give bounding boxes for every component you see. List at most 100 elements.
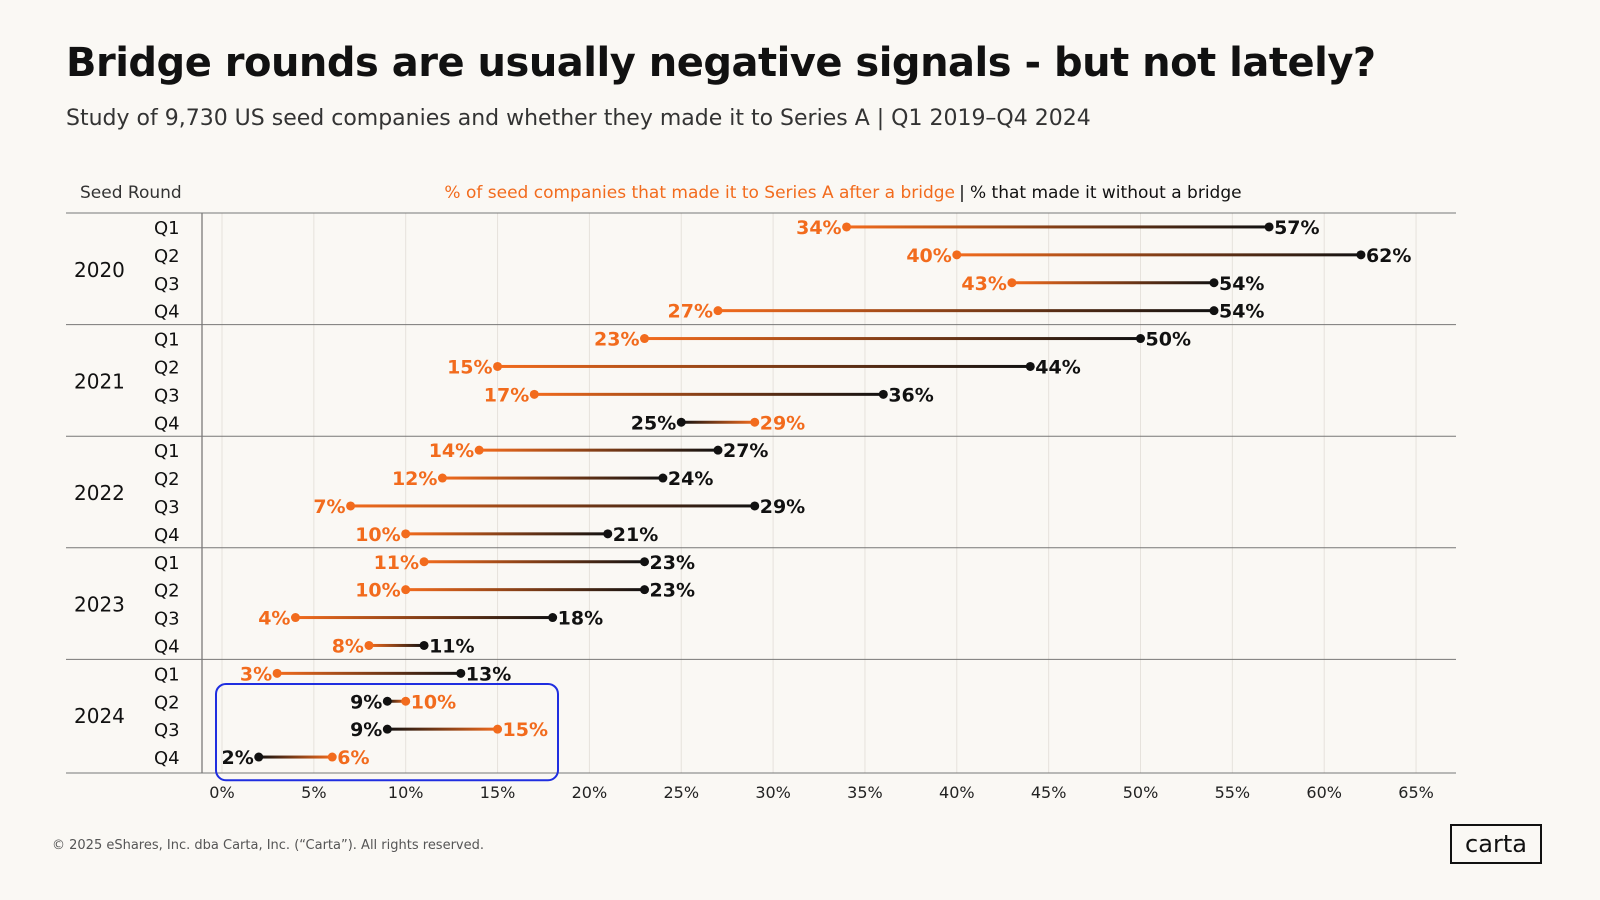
quarter-label: Q4: [154, 636, 180, 657]
quarter-label: Q3: [154, 497, 180, 518]
bridge-value-label: 10%: [411, 691, 456, 713]
bridge-dot: [493, 361, 503, 371]
no-bridge-value-label: 44%: [1035, 356, 1080, 378]
no-bridge-dot: [382, 696, 392, 706]
x-tick-label: 35%: [847, 783, 883, 800]
dumbbell-line: [368, 643, 425, 647]
carta-logo: carta: [1450, 824, 1542, 864]
no-bridge-dot: [548, 613, 558, 623]
legend-no-bridge-label: % that made it without a bridge: [970, 183, 1242, 203]
no-bridge-value-label: 2%: [221, 747, 253, 769]
dumbbell-line: [717, 309, 1214, 313]
no-bridge-value-label: 27%: [723, 440, 768, 462]
dumbbell-line: [277, 671, 461, 675]
bridge-dot: [529, 389, 539, 399]
dumbbell-line: [387, 699, 406, 703]
quarter-label: Q1: [154, 553, 180, 574]
bridge-dot: [713, 306, 723, 316]
quarter-label: Q1: [154, 330, 180, 351]
dumbbell-line: [534, 392, 884, 396]
dumbbell-line: [846, 225, 1270, 229]
dumbbell-line: [295, 616, 553, 620]
no-bridge-value-label: 23%: [650, 580, 695, 602]
bridge-value-label: 6%: [337, 747, 369, 769]
row-header-label: Seed Round: [80, 183, 182, 203]
quarter-label: Q2: [154, 581, 180, 602]
dumbbell-line: [681, 420, 755, 424]
x-tick-label: 15%: [480, 783, 516, 800]
bridge-value-label: 11%: [374, 552, 419, 574]
no-bridge-value-label: 23%: [650, 552, 695, 574]
quarter-label: Q1: [154, 218, 180, 239]
dumbbell-line: [442, 476, 663, 480]
dumbbell-line: [258, 755, 333, 759]
year-label: 2023: [74, 593, 125, 617]
bridge-dot: [364, 640, 374, 650]
no-bridge-value-label: 11%: [429, 635, 474, 657]
quarter-label: Q3: [154, 609, 180, 630]
bridge-dot: [952, 250, 962, 260]
bridge-dot: [327, 752, 337, 762]
bridge-dot: [437, 473, 447, 483]
no-bridge-dot: [1025, 361, 1035, 371]
no-bridge-value-label: 9%: [350, 719, 382, 741]
no-bridge-value-label: 54%: [1219, 273, 1264, 295]
no-bridge-value-label: 9%: [350, 691, 382, 713]
copyright-notice: © 2025 eShares, Inc. dba Carta, Inc. (“C…: [52, 838, 485, 853]
dumbbell-line: [644, 337, 1141, 341]
no-bridge-dot: [419, 640, 429, 650]
quarter-label: Q1: [154, 664, 180, 685]
bridge-value-label: 3%: [240, 663, 272, 685]
quarter-label: Q3: [154, 720, 180, 741]
no-bridge-value-label: 18%: [558, 608, 603, 630]
no-bridge-value-label: 25%: [631, 412, 676, 434]
no-bridge-dot: [1209, 278, 1219, 288]
x-tick-label: 5%: [301, 783, 326, 800]
dumbbell-chart: Seed Round % of seed companies that made …: [66, 183, 1456, 800]
x-tick-label: 25%: [663, 783, 699, 800]
no-bridge-value-label: 13%: [466, 663, 511, 685]
quarter-label: Q2: [154, 357, 180, 378]
dumbbell-line: [350, 504, 755, 508]
bridge-value-label: 27%: [668, 301, 713, 323]
bridge-value-label: 40%: [906, 245, 951, 267]
no-bridge-dot: [1356, 250, 1366, 260]
no-bridge-value-label: 54%: [1219, 301, 1264, 323]
quarter-label: Q1: [154, 441, 180, 462]
quarter-label: Q3: [154, 385, 180, 406]
no-bridge-value-label: 21%: [613, 524, 658, 546]
bridge-dot: [640, 334, 650, 344]
dumbbell-line: [424, 560, 645, 564]
bridge-value-label: 43%: [961, 273, 1006, 295]
no-bridge-dot: [254, 752, 264, 762]
bridge-value-label: 15%: [447, 356, 492, 378]
no-bridge-value-label: 50%: [1146, 329, 1191, 351]
year-label: 2022: [74, 481, 125, 505]
dumbbell-line: [956, 253, 1361, 257]
bridge-dot: [401, 696, 411, 706]
x-tick-label: 30%: [755, 783, 791, 800]
bridge-dot: [290, 613, 300, 623]
bridge-value-label: 23%: [594, 329, 639, 351]
no-bridge-dot: [658, 473, 668, 483]
quarter-label: Q4: [154, 302, 180, 323]
bridge-value-label: 7%: [313, 496, 345, 518]
bridge-value-label: 10%: [355, 580, 400, 602]
no-bridge-value-label: 29%: [760, 496, 805, 518]
x-tick-label: 65%: [1398, 783, 1434, 800]
bridge-dot: [493, 724, 503, 734]
dumbbell-line: [1011, 281, 1214, 285]
quarter-label: Q2: [154, 246, 180, 267]
no-bridge-dot: [750, 501, 760, 511]
quarter-label: Q2: [154, 692, 180, 713]
no-bridge-dot: [640, 557, 650, 567]
quarter-label: Q3: [154, 274, 180, 295]
bridge-dot: [474, 445, 484, 455]
dumbbell-line: [405, 532, 608, 536]
no-bridge-value-label: 36%: [888, 384, 933, 406]
x-tick-label: 10%: [388, 783, 424, 800]
no-bridge-dot: [713, 445, 723, 455]
no-bridge-value-label: 24%: [668, 468, 713, 490]
bridge-dot: [1007, 278, 1017, 288]
no-bridge-dot: [878, 389, 888, 399]
